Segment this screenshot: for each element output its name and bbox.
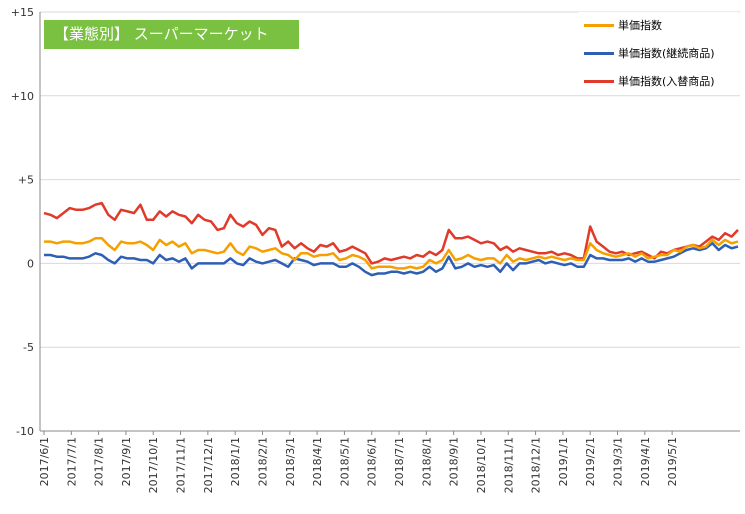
- legend-swatch-red: [584, 79, 614, 83]
- x-tick-label: 2018/5/1: [338, 437, 351, 486]
- legend-item-replaced-products: 単価指数(入替商品): [584, 74, 715, 88]
- legend-swatch-orange: [584, 23, 614, 27]
- y-tick-label: +10: [11, 90, 34, 103]
- y-tick-label: 0: [27, 257, 34, 270]
- axes: [39, 12, 740, 432]
- x-tick-label: 2019/4/1: [639, 437, 652, 486]
- legend-item-continuing-products: 単価指数(継続商品): [584, 46, 715, 60]
- x-tick-label: 2018/7/1: [393, 437, 406, 486]
- legend-label: 単価指数(入替商品): [618, 75, 715, 88]
- x-tick-label: 2018/3/1: [284, 437, 297, 486]
- series-lines: [43, 201, 739, 277]
- x-tick-label: 2019/1/1: [557, 437, 570, 486]
- x-tick-label: 2017/7/1: [65, 437, 78, 486]
- series-line-1: [44, 242, 739, 277]
- y-tick-label: -5: [23, 341, 34, 354]
- x-tick-label: 2018/11/1: [502, 437, 515, 493]
- series-line-0: [44, 237, 739, 270]
- x-tick-label: 2018/12/1: [530, 437, 543, 493]
- x-tick-label: 2017/6/1: [38, 437, 51, 486]
- x-tick-label: 2018/9/1: [448, 437, 461, 486]
- x-tick-label: 2018/6/1: [366, 437, 379, 486]
- chart-title: 【業態別】 スーパーマーケット: [44, 20, 299, 49]
- y-tick-label: +15: [11, 6, 34, 19]
- x-tick-label: 2018/10/1: [475, 437, 488, 493]
- legend-item-price-index: 単価指数: [584, 18, 662, 32]
- y-tick-label: +5: [18, 174, 34, 187]
- y-tick-label: -10: [16, 425, 34, 438]
- x-tick-label: 2017/10/1: [147, 437, 160, 493]
- x-tick-label: 2017/8/1: [93, 437, 106, 486]
- x-tick-label: 2019/3/1: [612, 437, 625, 486]
- x-tick-label: 2019/2/1: [584, 437, 597, 486]
- x-tick-label: 2017/12/1: [202, 437, 215, 493]
- legend-swatch-blue: [584, 51, 614, 55]
- legend-label: 単価指数(継続商品): [618, 47, 715, 60]
- x-tick-label: 2018/8/1: [420, 437, 433, 486]
- x-tick-label: 2018/2/1: [256, 437, 269, 486]
- x-tick-label: 2018/1/1: [229, 437, 242, 486]
- x-tick-label: 2018/4/1: [311, 437, 324, 486]
- y-tick-labels: +15 +10 +5 0 -5 -10: [11, 6, 34, 438]
- legend-label: 単価指数: [618, 19, 662, 32]
- series-line-2: [43, 201, 739, 265]
- x-tick-label: 2017/11/1: [175, 437, 188, 493]
- legend: 単価指数 単価指数(継続商品) 単価指数(入替商品): [578, 12, 738, 94]
- x-tick-labels: 2017/6/1 2017/7/1 2017/8/1 2017/9/1 2017/10/…: [38, 431, 679, 493]
- x-tick-label: 2019/5/1: [666, 437, 679, 486]
- x-tick-label: 2017/9/1: [120, 437, 133, 486]
